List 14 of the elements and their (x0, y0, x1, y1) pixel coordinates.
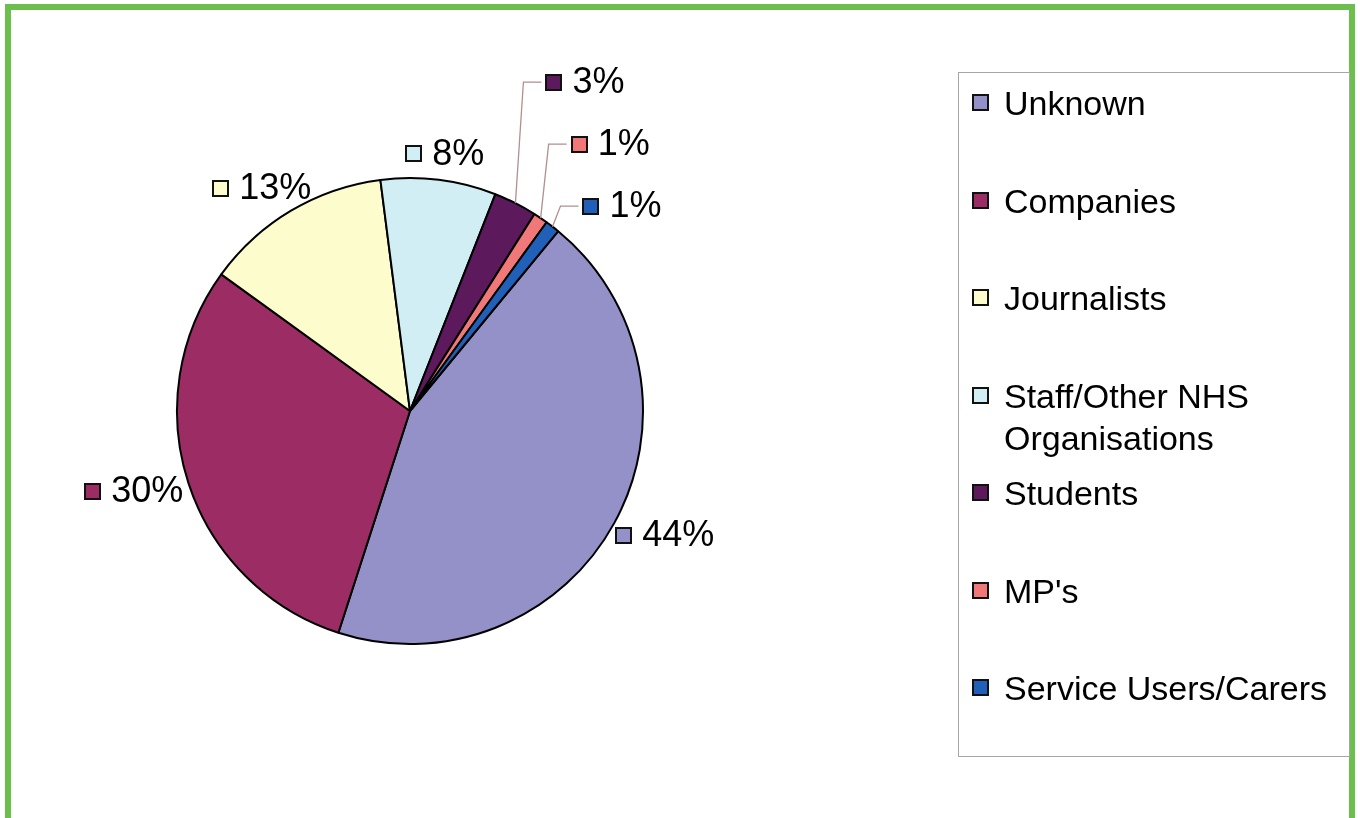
data-label: 44% (642, 513, 715, 555)
legend-label: Unknown (1004, 83, 1146, 124)
data-label: 1% (597, 121, 650, 163)
legend-label: Companies (1004, 180, 1176, 222)
legend-label: MP's (1004, 570, 1079, 612)
data-label: 1% (609, 183, 662, 225)
legend-label: Students (1004, 473, 1139, 515)
legend-label: Journalists (1004, 278, 1167, 320)
data-label: 8% (432, 131, 485, 173)
data-label: 13% (239, 166, 312, 208)
data-label: 30% (111, 469, 184, 511)
legend-label: Staff/Other NHS Organisations (1004, 375, 1251, 459)
data-label: 3% (572, 59, 625, 101)
legend-label: Service Users/Carers (1004, 668, 1328, 710)
